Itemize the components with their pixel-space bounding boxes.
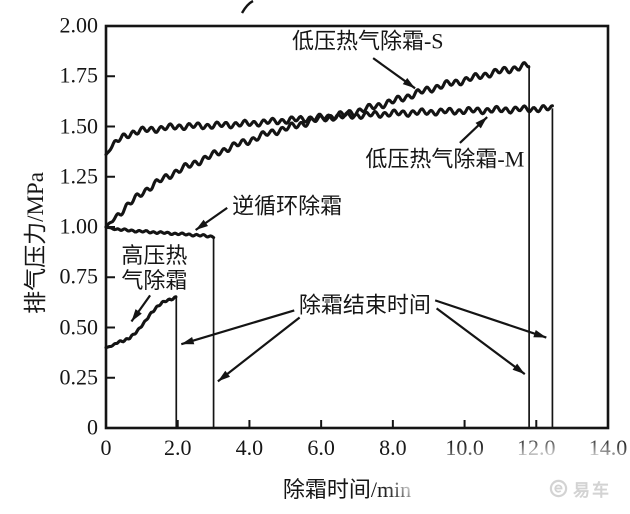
arrow-label-defrost-end-time-head <box>217 370 231 382</box>
y-tick-label-0.50: 0.50 <box>59 313 99 339</box>
label-low-pressure-s: 低压热气除霜-S <box>291 28 444 54</box>
arrow-label-defrost-end-time-head <box>512 363 525 375</box>
label-defrost-end-time: 除霜结束时间 <box>298 292 431 318</box>
arrow-label-low-pressure-m-head <box>475 117 488 129</box>
y-tick-label-0.25: 0.25 <box>59 364 99 390</box>
y-axis-label: 排气压力/MPa <box>23 172 48 314</box>
watermark-brand-text: 易车 <box>573 481 611 500</box>
x-axis-label: 除霜时间/min <box>282 477 412 502</box>
y-tick-label-0: 0 <box>87 414 98 440</box>
arrow-label-reverse-cycle-head <box>195 219 209 231</box>
cropped-text-fragment <box>240 0 254 14</box>
y-tick-label-2.00: 2.00 <box>59 12 99 38</box>
arrow-label-defrost-end-time <box>180 309 295 346</box>
arrow-label-high-pressure-head <box>131 309 142 322</box>
curve-low-pressure-hot-gas-m <box>104 104 554 157</box>
y-tick-label-1.25: 1.25 <box>59 163 99 189</box>
y-tick-label-1.50: 1.50 <box>59 112 99 138</box>
y-tick-label-0.75: 0.75 <box>59 263 99 289</box>
x-tick-label-10.0: 10.0 <box>445 435 484 460</box>
x-tick-label-0: 0 <box>100 435 112 460</box>
x-tick-label-4.0: 4.0 <box>235 435 264 460</box>
plot-frame <box>104 24 610 430</box>
x-tick-label-2.0: 2.0 <box>163 435 192 460</box>
arrow-label-low-pressure-s-head <box>402 77 416 89</box>
yiche-logo-icon <box>549 479 568 498</box>
y-tick-label-1.00: 1.00 <box>59 213 99 239</box>
label-reverse-cycle: 逆循环除霜 <box>232 193 343 219</box>
yiche-watermark: 易车 <box>549 476 611 501</box>
arrow-label-defrost-end-time-head <box>181 336 195 345</box>
label-low-pressure-m: 低压热气除霜-M <box>365 146 525 172</box>
arrow-label-defrost-end-time <box>217 316 301 383</box>
curve-reverse-cycle <box>104 225 216 240</box>
x-tick-label-8.0: 8.0 <box>379 435 407 460</box>
watermark-blur-blob <box>396 458 512 506</box>
label-high-pressure: 高压热 气除霜 <box>121 243 188 294</box>
arrow-label-defrost-end-time-head <box>533 329 547 338</box>
arrow-label-defrost-end-time <box>434 299 547 339</box>
y-tick-label-1.75: 1.75 <box>59 62 99 88</box>
arrow-label-defrost-end-time <box>435 307 526 376</box>
curve-high-pressure-hot-gas <box>104 295 178 350</box>
x-tick-label-6.0: 6.0 <box>307 435 335 460</box>
